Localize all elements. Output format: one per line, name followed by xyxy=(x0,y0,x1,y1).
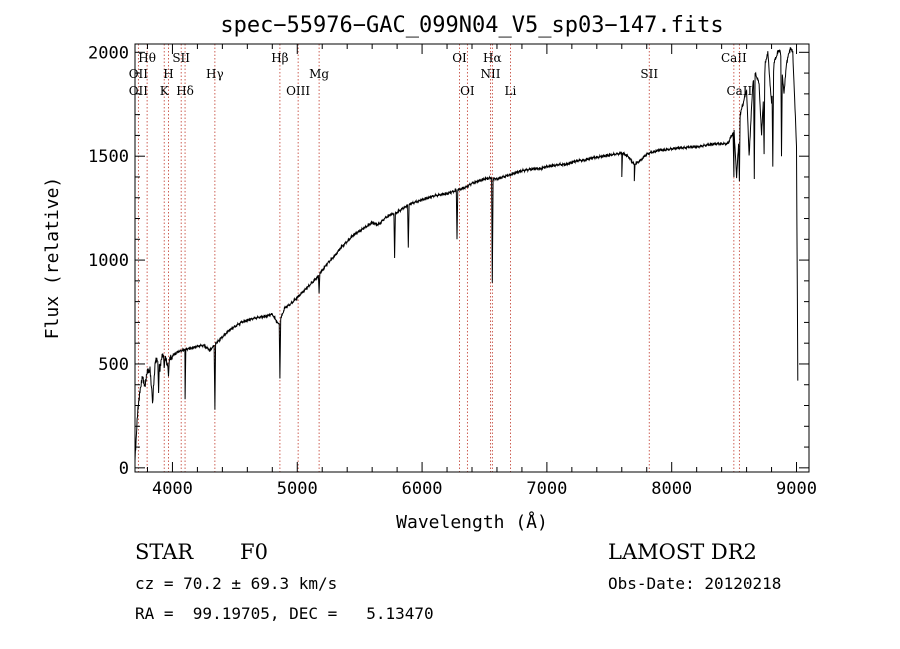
obs-date-text: Obs-Date: 20120218 xyxy=(608,574,782,593)
line-label-0-1: OII xyxy=(129,84,149,98)
line-label-13-0: Hα xyxy=(483,51,502,65)
line-label-12-0: NII xyxy=(480,67,500,81)
line-label-14-0: Li xyxy=(505,84,517,98)
y-axis-label: Flux (relative) xyxy=(42,177,63,340)
redshift-text: cz = 70.2 ± 69.3 km/s xyxy=(135,574,338,593)
y-tick-label-4: 2000 xyxy=(88,43,129,63)
line-label-11-0: OI xyxy=(460,84,475,98)
x-tick-label-3: 7000 xyxy=(526,479,567,499)
emission-line-markers: OII OII Hθ KH SII Hδ Hγ Hβ OIII Mg OI OI NII Hα Li SII C… xyxy=(129,44,753,472)
plot-frame xyxy=(134,43,810,473)
x-tick-label-0: 4000 xyxy=(152,479,193,499)
line-label-9-0: Mg xyxy=(309,67,329,81)
line-label-10-0: OI xyxy=(452,51,467,65)
y-tick-label-1: 500 xyxy=(98,355,129,375)
y-tick-label-0: 0 xyxy=(119,459,129,479)
spectrum-line-0 xyxy=(134,47,799,461)
survey-name: LAMOST DR2 xyxy=(608,540,757,564)
line-label-17-0: CaII xyxy=(726,84,752,98)
coordinates-text: RA = 99.19705, DEC = 5.13470 xyxy=(135,604,434,623)
line-label-2-0: K xyxy=(160,84,170,98)
y-tick-label-2: 1000 xyxy=(88,251,129,271)
object-subclass: F0 xyxy=(240,540,268,564)
x-tick-label-4: 8000 xyxy=(651,479,692,499)
line-label-3-0: H xyxy=(163,67,173,81)
object-class: STAR xyxy=(135,540,194,564)
line-label-0-0: OII xyxy=(129,67,149,81)
line-label-1-0: Hθ xyxy=(138,51,156,65)
line-label-7-0: Hβ xyxy=(271,51,288,65)
line-label-5-0: Hδ xyxy=(176,84,194,98)
line-label-8-0: OIII xyxy=(286,84,310,98)
y-tick-label-3: 1500 xyxy=(88,147,129,167)
x-axis-label: Wavelength (Å) xyxy=(396,511,548,533)
line-label-6-0: Hγ xyxy=(206,67,224,81)
line-label-4-0: SII xyxy=(172,51,190,65)
x-tick-label-1: 5000 xyxy=(277,479,318,499)
x-tick-label-2: 6000 xyxy=(402,479,443,499)
line-label-16-0: CaII xyxy=(721,51,747,65)
axis-ticks: 4000 5000 6000 7000 8000 9000 0 500 1000 1500 2000 xyxy=(88,43,817,499)
series-layer xyxy=(134,47,799,461)
chart-title: spec−55976−GAC_099N04_V5_sp03−147.fits xyxy=(220,13,723,38)
x-tick-label-5: 9000 xyxy=(776,479,817,499)
line-label-15-0: SII xyxy=(640,67,658,81)
